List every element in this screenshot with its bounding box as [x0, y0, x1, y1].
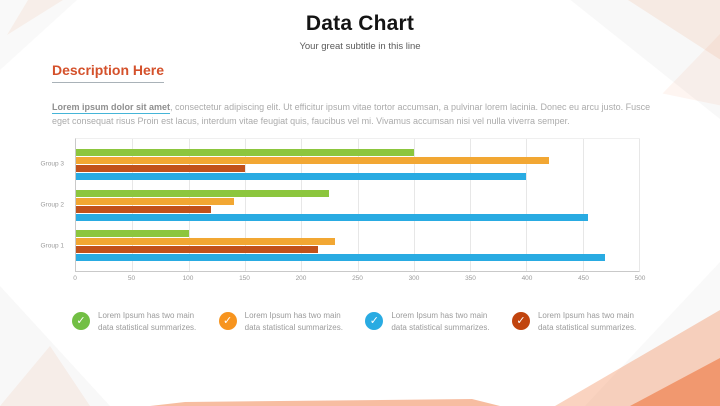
- x-tick-label: 0: [73, 275, 77, 282]
- gridline: [132, 139, 134, 271]
- description-lead: Lorem ipsum dolor sit amet: [52, 102, 171, 114]
- page-title: Data Chart: [305, 12, 415, 35]
- legend-item-text: Lorem Ipsum has two main data statistica…: [537, 311, 637, 332]
- y-tick-label: Group 1: [40, 242, 65, 250]
- x-tick-label: 250: [352, 275, 363, 282]
- gridline: [357, 139, 359, 271]
- bar-green: [76, 148, 414, 156]
- x-tick-label: 50: [127, 275, 136, 282]
- gridline: [188, 139, 190, 271]
- chart-group: Group 2: [41, 189, 639, 221]
- bar-blue: [76, 172, 527, 180]
- gridline: [470, 139, 472, 271]
- bar-green: [76, 189, 330, 197]
- chart-group: Group 3: [41, 148, 639, 180]
- chart-plot-area: Group 3 Group 2 Group 1: [41, 138, 640, 272]
- legend-item-text: Lorem Ipsum has two main data statistica…: [244, 311, 343, 332]
- gridline: [301, 139, 303, 271]
- x-tick-label: 400: [521, 275, 533, 282]
- bar-orange: [76, 156, 549, 164]
- bar-blue: [76, 213, 589, 221]
- x-tick-label: 100: [182, 275, 194, 282]
- bar-orange: [76, 197, 234, 205]
- bar-red: [76, 246, 319, 254]
- legend-item: ✓ Lorem Ipsum has two main data statistic…: [72, 310, 206, 333]
- description-body: , consectetur adipiscing elit. Ut effici…: [52, 102, 651, 126]
- y-tick-label: Group 2: [40, 201, 65, 209]
- x-tick-label: 450: [578, 275, 589, 282]
- chart-group: Group 1: [41, 230, 639, 262]
- x-tick-label: 200: [295, 275, 307, 282]
- x-tick-label: 350: [465, 275, 476, 282]
- bar-green: [76, 230, 189, 238]
- check-circle-icon: ✓: [218, 312, 237, 330]
- bar-red: [76, 205, 212, 213]
- bar-blue: [76, 254, 606, 262]
- legend-item-text: Lorem Ipsum has two main data statistica…: [391, 311, 490, 332]
- check-circle-icon: ✓: [511, 312, 530, 330]
- gridline: [244, 139, 246, 271]
- bar-orange: [76, 238, 335, 246]
- page-subtitle: Your great subtitle in this line: [299, 41, 421, 52]
- chart-legend: ✓ Lorem Ipsum has two main data statistic…: [72, 310, 646, 333]
- gridline: [526, 139, 528, 271]
- chart-groups: Group 3 Group 2 Group 1: [41, 139, 639, 271]
- x-tick-label: 300: [408, 275, 420, 282]
- legend-item: ✓ Lorem Ipsum has two main data statistic…: [511, 310, 646, 333]
- x-tick-label: 500: [634, 275, 646, 282]
- decoration-bottom-strip: [150, 396, 500, 406]
- gridline: [413, 139, 415, 271]
- gridline: [582, 139, 584, 271]
- legend-item-text: Lorem Ipsum has two main data statistica…: [98, 311, 197, 332]
- x-tick-label: 150: [239, 275, 250, 282]
- x-axis-labels: 0 50 100 150 200 250 300 350 400 450 500: [73, 272, 645, 284]
- decoration-triangle: [150, 399, 500, 406]
- description-text: Lorem ipsum dolor sit amet, consectetur …: [52, 101, 664, 129]
- bar-chart: Group 3 Group 2 Group 1 0 50 100 150 200 250 300…: [41, 138, 645, 282]
- y-tick-label: Group 3: [40, 160, 65, 168]
- check-circle-icon: ✓: [72, 312, 90, 330]
- gridline: [639, 139, 640, 271]
- legend-item: ✓ Lorem Ipsum has two main data statistic…: [218, 310, 353, 333]
- section-heading: Description Here: [52, 62, 165, 83]
- legend-item: ✓ Lorem Ipsum has two main data statistic…: [365, 310, 499, 333]
- check-circle-icon: ✓: [365, 312, 384, 330]
- bar-red: [76, 164, 245, 172]
